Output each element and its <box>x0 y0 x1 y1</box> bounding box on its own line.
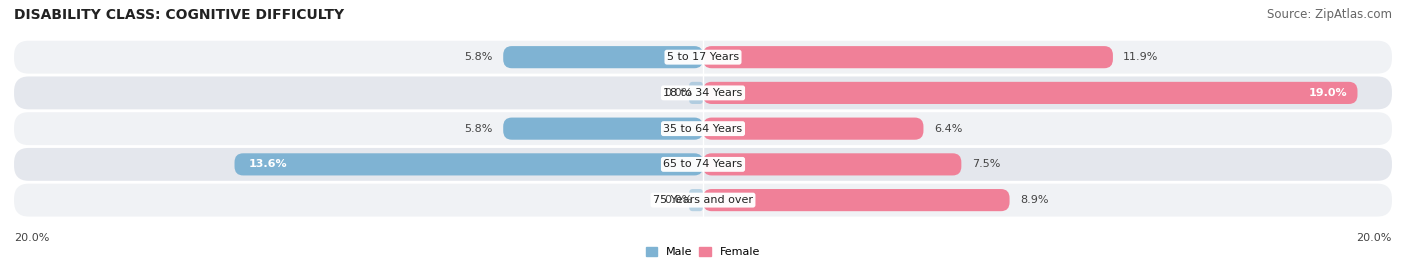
Text: 0.0%: 0.0% <box>665 195 693 205</box>
Text: 8.9%: 8.9% <box>1019 195 1049 205</box>
Text: 19.0%: 19.0% <box>1309 88 1347 98</box>
Text: 65 to 74 Years: 65 to 74 Years <box>664 159 742 169</box>
Text: 11.9%: 11.9% <box>1123 52 1159 62</box>
FancyBboxPatch shape <box>235 153 703 176</box>
Text: Source: ZipAtlas.com: Source: ZipAtlas.com <box>1267 8 1392 21</box>
Text: DISABILITY CLASS: COGNITIVE DIFFICULTY: DISABILITY CLASS: COGNITIVE DIFFICULTY <box>14 8 344 22</box>
Text: 5.8%: 5.8% <box>464 124 494 134</box>
FancyBboxPatch shape <box>703 118 924 140</box>
FancyBboxPatch shape <box>503 118 703 140</box>
Text: 20.0%: 20.0% <box>1357 233 1392 243</box>
Legend: Male, Female: Male, Female <box>647 247 759 257</box>
FancyBboxPatch shape <box>703 82 1358 104</box>
Text: 0.0%: 0.0% <box>665 88 693 98</box>
FancyBboxPatch shape <box>703 46 1114 68</box>
FancyBboxPatch shape <box>14 148 1392 181</box>
FancyBboxPatch shape <box>689 189 703 211</box>
Text: 6.4%: 6.4% <box>934 124 962 134</box>
Text: 5 to 17 Years: 5 to 17 Years <box>666 52 740 62</box>
FancyBboxPatch shape <box>14 76 1392 109</box>
Text: 35 to 64 Years: 35 to 64 Years <box>664 124 742 134</box>
FancyBboxPatch shape <box>14 184 1392 217</box>
FancyBboxPatch shape <box>503 46 703 68</box>
FancyBboxPatch shape <box>703 189 1010 211</box>
FancyBboxPatch shape <box>689 82 703 104</box>
Text: 13.6%: 13.6% <box>249 159 287 169</box>
Text: 18 to 34 Years: 18 to 34 Years <box>664 88 742 98</box>
Text: 7.5%: 7.5% <box>972 159 1000 169</box>
Text: 75 Years and over: 75 Years and over <box>652 195 754 205</box>
Text: 5.8%: 5.8% <box>464 52 494 62</box>
FancyBboxPatch shape <box>14 41 1392 74</box>
FancyBboxPatch shape <box>14 112 1392 145</box>
FancyBboxPatch shape <box>703 153 962 176</box>
Text: 20.0%: 20.0% <box>14 233 49 243</box>
